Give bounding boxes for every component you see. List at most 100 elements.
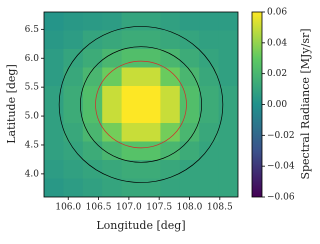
heat-cell bbox=[218, 178, 238, 197]
heat-cell bbox=[179, 12, 200, 31]
x-tick-label: 107.5 bbox=[146, 203, 172, 213]
heat-cell bbox=[82, 178, 103, 197]
heat-cell bbox=[44, 141, 64, 161]
heat-cell bbox=[141, 67, 161, 87]
heat-cell bbox=[199, 123, 220, 142]
heat-cell bbox=[82, 86, 103, 105]
heat-cell bbox=[63, 123, 84, 142]
heat-cell bbox=[179, 104, 200, 124]
heat-cell bbox=[121, 141, 142, 161]
heat-cell bbox=[179, 30, 200, 50]
heat-cell bbox=[160, 67, 181, 87]
heat-cell bbox=[44, 12, 64, 31]
heat-cell bbox=[102, 178, 123, 197]
heat-cell bbox=[218, 67, 238, 87]
heat-cell bbox=[199, 104, 220, 124]
plot-area bbox=[44, 12, 238, 197]
heat-cell bbox=[141, 141, 161, 161]
heat-cell bbox=[179, 141, 200, 161]
heat-cell bbox=[82, 160, 103, 179]
y-tick-label: 4.5 bbox=[25, 140, 40, 150]
heat-cell bbox=[82, 123, 103, 142]
y-tick-label: 5.5 bbox=[25, 83, 40, 93]
heat-cell bbox=[160, 160, 181, 179]
colorbar bbox=[251, 11, 263, 198]
heat-cell bbox=[160, 30, 181, 50]
heat-cell bbox=[179, 86, 200, 105]
heat-cell bbox=[102, 12, 123, 31]
heat-cell bbox=[218, 86, 238, 105]
heat-cell bbox=[82, 67, 103, 87]
heat-cell bbox=[160, 12, 181, 31]
heat-cell bbox=[63, 141, 84, 161]
heat-cell bbox=[199, 178, 220, 197]
heat-cell bbox=[121, 160, 142, 179]
heat-cell bbox=[199, 12, 220, 31]
heat-cell bbox=[121, 67, 142, 87]
heat-cell bbox=[141, 30, 161, 50]
heat-cell bbox=[218, 141, 238, 161]
circle-contour bbox=[95, 60, 187, 149]
heat-cell bbox=[218, 104, 238, 124]
x-tick-label: 106.5 bbox=[86, 203, 112, 213]
heat-cell bbox=[218, 12, 238, 31]
heat-cell bbox=[218, 49, 238, 68]
heat-cell bbox=[141, 104, 161, 124]
heat-cell bbox=[160, 104, 181, 124]
heat-cell bbox=[121, 49, 142, 68]
heat-cell bbox=[179, 160, 200, 179]
heat-cell bbox=[199, 86, 220, 105]
heat-cell bbox=[63, 49, 84, 68]
heat-cell bbox=[199, 67, 220, 87]
heat-cell bbox=[82, 141, 103, 161]
heat-cell bbox=[121, 104, 142, 124]
circle-contour bbox=[58, 26, 224, 183]
x-tick-label: 106.0 bbox=[55, 203, 81, 213]
heat-cell bbox=[160, 141, 181, 161]
heat-cell bbox=[141, 49, 161, 68]
heat-cell bbox=[63, 12, 84, 31]
y-tick-label: 4.0 bbox=[25, 169, 40, 179]
heat-cell bbox=[121, 86, 142, 105]
y-tick-label: 6.5 bbox=[25, 25, 40, 35]
heat-cell bbox=[160, 123, 181, 142]
colorbar-label: Spectral Radiance [MJy/sr] bbox=[299, 28, 312, 179]
heat-cell bbox=[102, 49, 123, 68]
heat-cell bbox=[199, 49, 220, 68]
heat-cell bbox=[160, 178, 181, 197]
heat-cell bbox=[179, 123, 200, 142]
heat-cell bbox=[82, 49, 103, 68]
colorbar-tick-label: 0.06 bbox=[267, 8, 287, 18]
heat-cell bbox=[141, 178, 161, 197]
heat-cell bbox=[63, 30, 84, 50]
y-tick-label: 6.0 bbox=[25, 54, 40, 64]
y-tick-label: 5.0 bbox=[25, 112, 40, 122]
heat-cell bbox=[63, 86, 84, 105]
heat-cell bbox=[63, 160, 84, 179]
heat-cell bbox=[141, 160, 161, 179]
circle-contour bbox=[80, 46, 202, 163]
y-axis-label: Latitude [deg] bbox=[5, 64, 18, 144]
heat-cell bbox=[199, 141, 220, 161]
heat-cell bbox=[44, 30, 64, 50]
heat-cell bbox=[44, 67, 64, 87]
heat-cell bbox=[44, 178, 64, 197]
colorbar-tick-label: −0.02 bbox=[267, 131, 295, 141]
heat-cell bbox=[121, 30, 142, 50]
heat-cell bbox=[199, 160, 220, 179]
heat-cell bbox=[82, 30, 103, 50]
heat-cell bbox=[44, 104, 64, 124]
colorbar-tick-label: 0.02 bbox=[267, 69, 287, 79]
heat-cell bbox=[218, 160, 238, 179]
heat-cell bbox=[102, 123, 123, 142]
x-axis-label: Longitude [deg] bbox=[96, 219, 185, 232]
heat-cell bbox=[179, 67, 200, 87]
heat-cell bbox=[82, 104, 103, 124]
heat-cell bbox=[44, 160, 64, 179]
heat-cell bbox=[179, 178, 200, 197]
colorbar-tick-label: −0.04 bbox=[267, 162, 295, 172]
heat-cell bbox=[179, 49, 200, 68]
heat-cell bbox=[102, 141, 123, 161]
heat-cell bbox=[82, 12, 103, 31]
colorbar-tick-label: −0.06 bbox=[267, 193, 295, 203]
